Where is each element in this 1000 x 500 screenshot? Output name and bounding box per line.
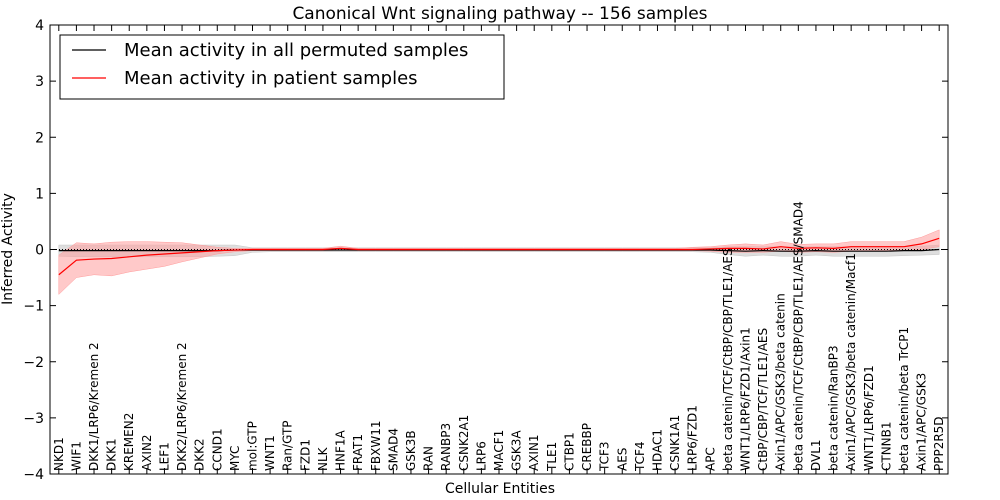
x-tick-label: MACF1	[492, 430, 506, 471]
legend-box	[59, 34, 505, 100]
y-tick-label: 4	[35, 18, 44, 34]
x-tick-label: Axin1/APC/GSK3	[915, 373, 929, 471]
y-tick-label: −2	[23, 355, 44, 371]
x-tick-label: TCF4	[633, 441, 647, 472]
line-series-1	[58, 237, 940, 276]
x-tick-label: beta catenin/beta TrCP1	[897, 327, 911, 471]
legend: Mean activity in all permuted samples Me…	[59, 34, 505, 100]
x-tick-label: PPP2R5D	[932, 416, 946, 471]
x-tick-label: FZD1	[298, 439, 312, 471]
x-tick-label: GSK3B	[404, 430, 418, 471]
x-tick-label: RAN	[422, 446, 436, 471]
x-tick-label: CREBBP	[580, 423, 594, 471]
x-tick-label: DKK1/LRP6/Kremen 2	[87, 342, 101, 471]
x-tick-label: CCND1	[210, 428, 224, 471]
x-tick-label: HNF1A	[334, 429, 348, 471]
x-tick-label: mol:GTP	[245, 421, 259, 471]
x-tick-label: CtBP/CBP/TCF/TLE1/AES	[756, 328, 770, 471]
series-lines	[58, 237, 940, 276]
x-tick-label: SMAD4	[386, 428, 400, 471]
x-axis-label: Cellular Entities	[445, 481, 555, 497]
x-tick-label: DKK2/LRP6/Kremen 2	[175, 342, 189, 471]
x-tick-label: beta catenin/TCF/CtBP/CBP/TLE1/AES/SMAD4	[791, 201, 805, 471]
x-tick-label: WIF1	[69, 441, 83, 471]
x-tick-label: WNT1	[263, 435, 277, 471]
x-tick-label: Ran/GTP	[281, 420, 295, 471]
x-tick-label: APC	[703, 447, 717, 471]
y-axis-label: Inferred Activity	[0, 193, 16, 305]
x-tick-label: WNT1/LRP6/FZD1	[862, 365, 876, 471]
x-tick-label: TCF3	[598, 441, 612, 472]
x-tick-label: AES	[615, 448, 629, 471]
y-tick-label: −1	[23, 299, 44, 315]
x-tick-label: DKK2	[193, 438, 207, 471]
legend-label-patient: Mean activity in patient samples	[124, 68, 418, 89]
x-tick-label: DVL1	[809, 439, 823, 471]
x-tick-label: KREMEN2	[122, 413, 136, 471]
x-tick-label: CSNK1A1	[668, 415, 682, 471]
x-tick-label: TLE1	[545, 442, 559, 472]
x-tick-label: GSK3A	[510, 430, 524, 471]
x-tick-label: NLK	[316, 446, 330, 471]
y-tick-label: −4	[23, 467, 44, 483]
x-tick-label: CTNNB1	[879, 421, 893, 471]
x-axis-ticks: NKD1 WIF1 DKK1/LRP6/Kremen 2 DKK1 KREMEN2 AXI…	[52, 25, 946, 474]
x-tick-label: NKD1	[52, 437, 66, 471]
x-tick-label: AXIN2	[140, 434, 154, 471]
y-tick-label: 1	[35, 186, 44, 202]
y-tick-label: 0	[35, 243, 44, 259]
y-tick-label: −3	[23, 411, 44, 427]
plot-frame	[49, 24, 949, 475]
x-tick-label: RANBP3	[439, 423, 453, 471]
x-tick-label: WNT1/LRP6/FZD1/Axin1	[739, 327, 753, 471]
x-tick-label: FRAT1	[351, 434, 365, 471]
x-tick-label: beta catenin/TCF/CtBP/CBP/TLE1/AES	[721, 248, 735, 471]
x-tick-label: Axin1/APC/GSK3/beta catenin	[774, 293, 788, 471]
legend-label-permuted: Mean activity in all permuted samples	[124, 40, 468, 61]
x-tick-label: HDAC1	[650, 429, 664, 471]
x-tick-label: DKK1	[105, 438, 119, 471]
x-tick-label: CSNK2A1	[457, 415, 471, 471]
x-tick-label: LRP6/FZD1	[686, 405, 700, 471]
chart-title: Canonical Wnt signaling pathway -- 156 s…	[292, 4, 707, 24]
x-tick-label: FBXW11	[369, 421, 383, 472]
x-tick-label: CTBP1	[562, 432, 576, 471]
y-tick-label: 2	[35, 130, 44, 146]
y-axis-ticks: −4 −3 −2 −1 0 1 2 3 4	[23, 18, 948, 483]
x-tick-label: LRP6	[474, 441, 488, 471]
x-tick-label: LEF1	[157, 442, 171, 471]
x-tick-label: AXIN1	[527, 434, 541, 471]
x-tick-label: beta catenin/RanBP3	[827, 345, 841, 471]
y-tick-label: 3	[35, 74, 44, 90]
x-tick-label: Axin1/APC/GSK3/beta catenin/Macf1	[844, 253, 858, 471]
x-tick-label: MYC	[228, 446, 242, 471]
